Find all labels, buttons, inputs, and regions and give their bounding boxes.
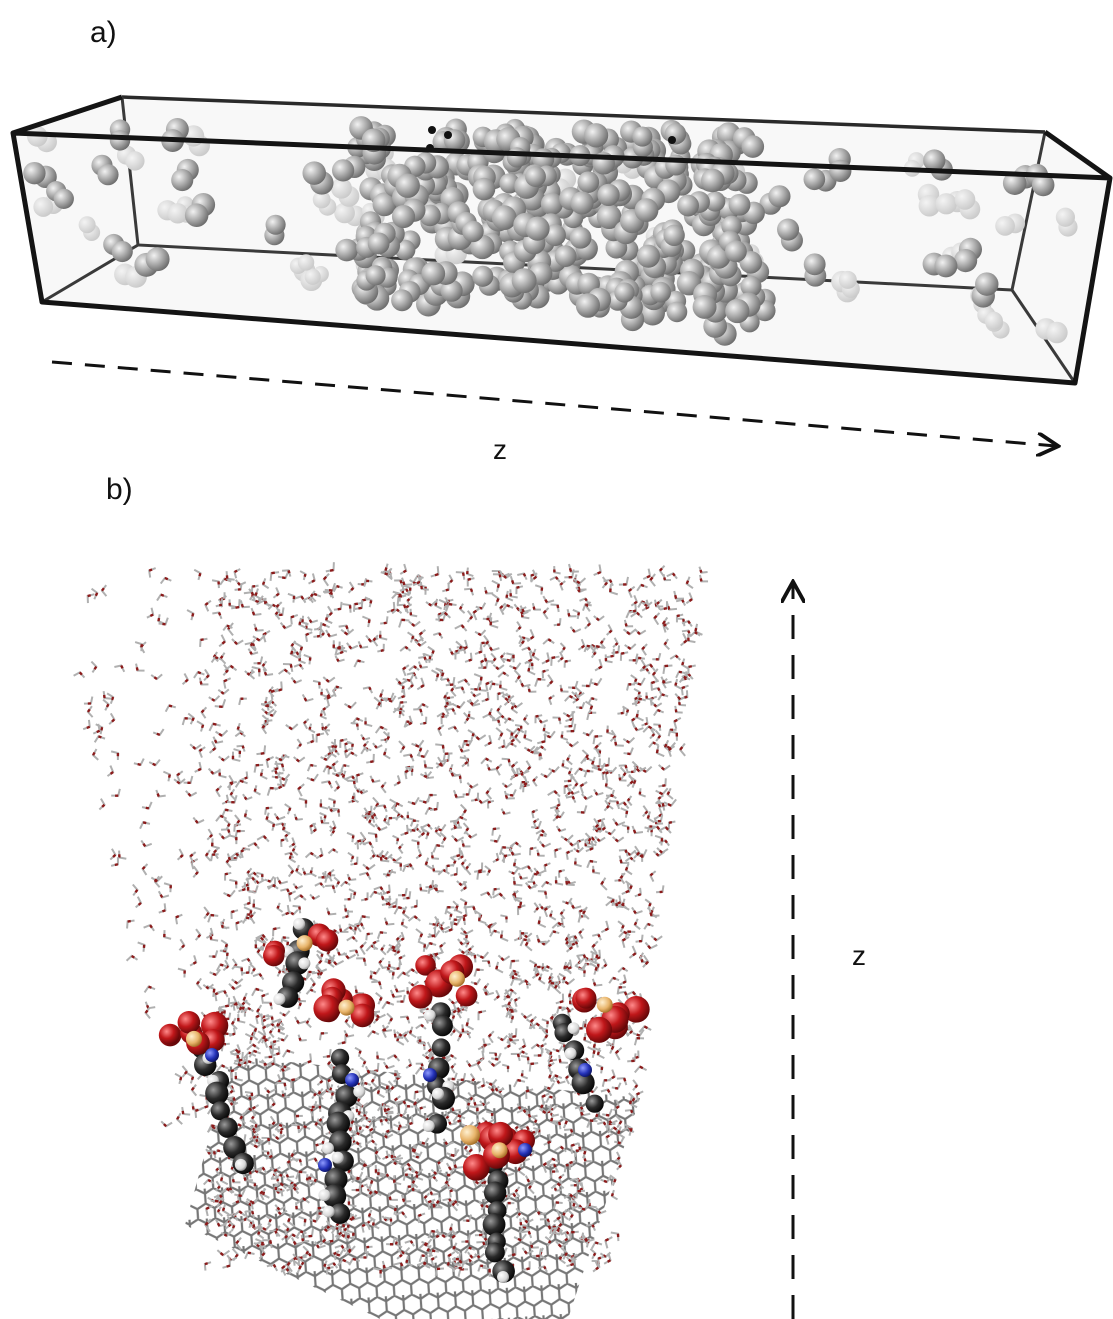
panel-b-axis-label: z xyxy=(852,940,866,971)
dashed-arrow-right-icon xyxy=(51,360,1056,446)
adsorbed-molecules xyxy=(158,917,650,1284)
simulation-box-front-edges xyxy=(10,94,1113,386)
panel-a-axis-label: z xyxy=(493,434,507,465)
panel-a-label: a) xyxy=(90,16,117,49)
panel-b-label: b) xyxy=(106,473,133,506)
